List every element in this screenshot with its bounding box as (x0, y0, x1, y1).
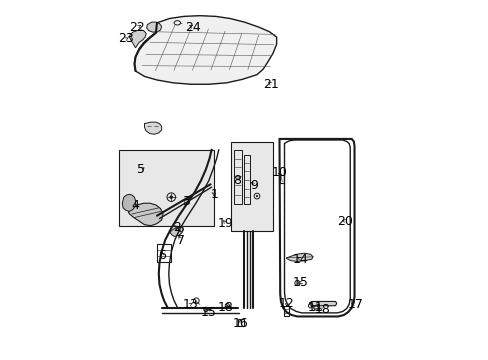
Text: 16: 16 (232, 317, 247, 330)
Polygon shape (144, 122, 162, 134)
Text: 20: 20 (337, 215, 352, 228)
Text: 4: 4 (131, 199, 139, 212)
Text: 15: 15 (292, 276, 308, 289)
Text: 18: 18 (314, 303, 330, 316)
Text: 22: 22 (129, 21, 145, 33)
Text: 19: 19 (218, 217, 233, 230)
Text: 2: 2 (172, 221, 180, 234)
Text: 12: 12 (278, 297, 294, 310)
Text: 1: 1 (210, 188, 218, 201)
Text: 13: 13 (182, 298, 198, 311)
Polygon shape (309, 301, 336, 306)
Text: 21: 21 (263, 78, 279, 91)
Text: 3: 3 (181, 195, 189, 208)
FancyBboxPatch shape (230, 143, 272, 231)
Polygon shape (134, 16, 276, 84)
Text: 17: 17 (346, 298, 363, 311)
Text: 18: 18 (218, 301, 233, 314)
Text: 10: 10 (271, 166, 287, 179)
Text: 11: 11 (307, 301, 323, 314)
Polygon shape (146, 22, 162, 32)
Polygon shape (170, 226, 183, 237)
Polygon shape (128, 203, 163, 226)
Text: 8: 8 (233, 174, 241, 186)
Text: 15: 15 (201, 306, 216, 319)
Text: 9: 9 (250, 179, 258, 192)
Polygon shape (122, 194, 135, 211)
Circle shape (169, 195, 173, 199)
Text: 7: 7 (177, 234, 184, 247)
Text: 23: 23 (118, 32, 134, 45)
Polygon shape (129, 30, 146, 48)
Text: 14: 14 (292, 253, 308, 266)
Text: 24: 24 (184, 21, 200, 33)
Circle shape (255, 195, 258, 197)
Text: 5: 5 (137, 163, 144, 176)
Text: 6: 6 (158, 249, 166, 262)
Polygon shape (286, 253, 312, 261)
FancyBboxPatch shape (119, 150, 214, 226)
